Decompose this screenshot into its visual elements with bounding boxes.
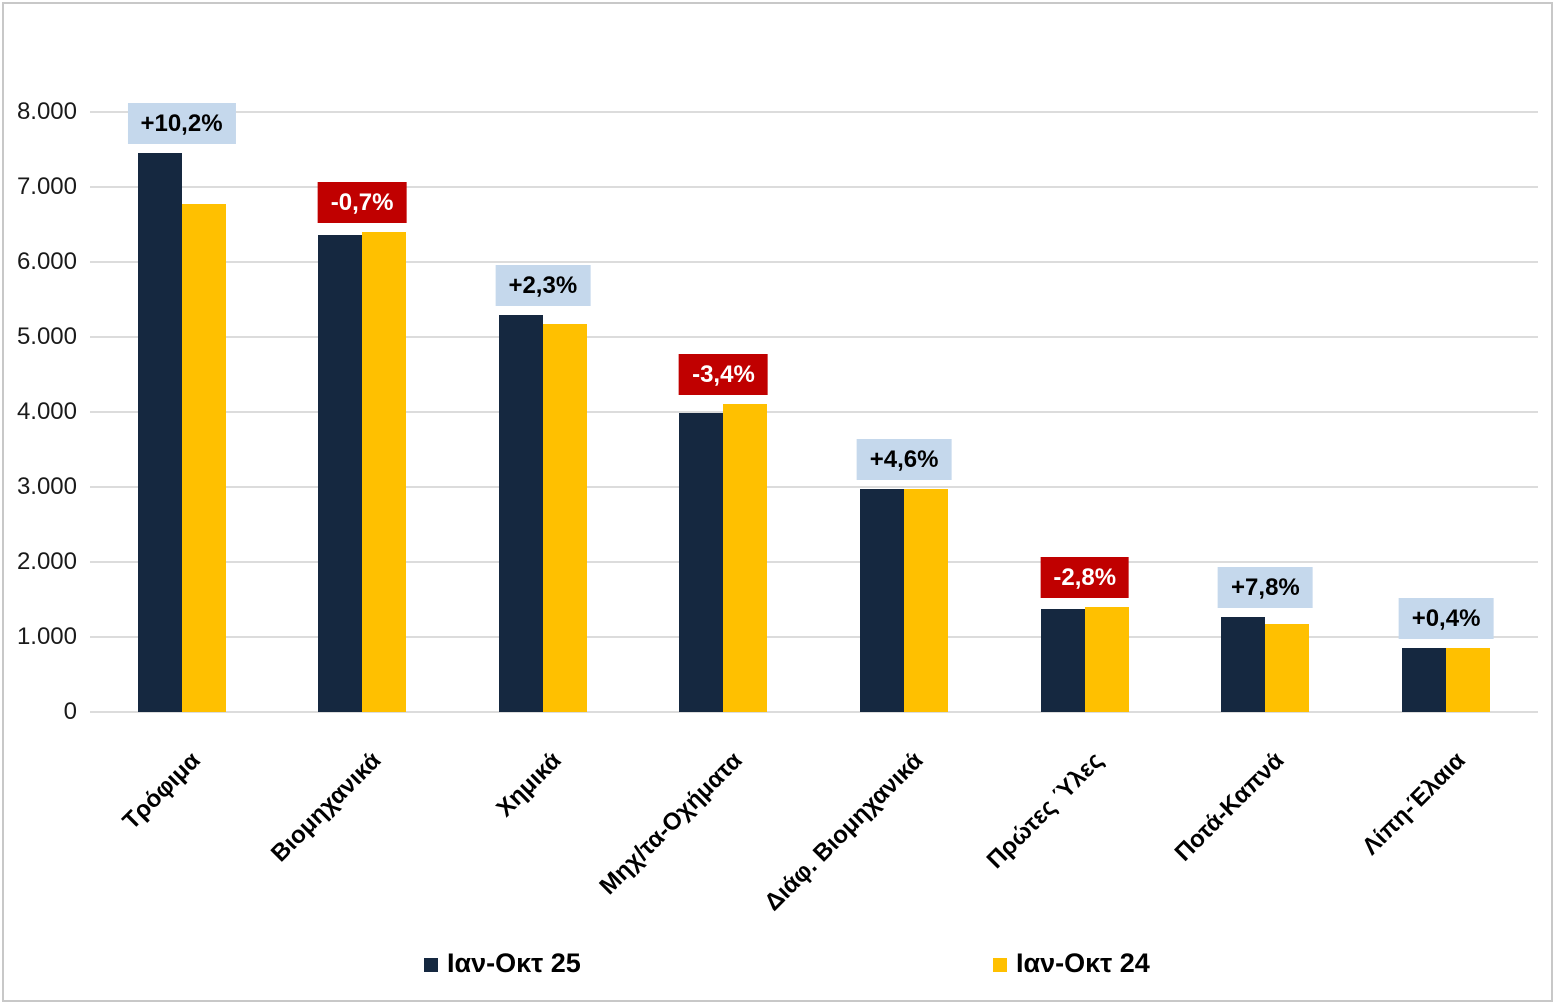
bar-ian-okt-25 — [679, 412, 724, 712]
category-label: Ποτά-Καπνά — [1169, 747, 1290, 867]
bar-ian-okt-25 — [318, 235, 363, 712]
bar-ian-okt-25 — [498, 314, 543, 712]
category-label: Διάφ. Βιομηχανικά — [759, 747, 929, 917]
legend-item-ian-okt-25: Ιαν-Οκτ 25 — [424, 948, 581, 979]
gridline — [90, 111, 1538, 113]
y-axis-tick-label: 7.000 — [16, 173, 77, 200]
legend-label-ian-okt-24: Ιαν-Οκτ 24 — [1016, 948, 1150, 978]
pct-change-label: +4,6% — [856, 438, 952, 480]
gridline — [90, 711, 1538, 713]
pct-change-label: -3,4% — [679, 353, 768, 395]
category-label: Πρώτες Ύλες — [981, 747, 1109, 874]
gridline — [90, 336, 1538, 338]
bar-ian-okt-24 — [362, 231, 407, 712]
bar-ian-okt-24 — [1084, 607, 1129, 712]
pct-change-label: -2,8% — [1040, 557, 1130, 598]
gridline — [90, 486, 1538, 488]
category-label: Λίπη-Έλαια — [1356, 747, 1471, 861]
bar-ian-okt-24 — [1265, 623, 1310, 712]
legend-swatch-ian-okt-25 — [424, 957, 438, 972]
bar-ian-okt-24 — [181, 203, 226, 712]
bar-ian-okt-24 — [723, 403, 768, 712]
category-label: Μηχ/τα-Οχήματα — [594, 747, 748, 900]
gridline — [90, 186, 1538, 188]
bar-ian-okt-25 — [860, 488, 905, 712]
category-label: Χημικά — [491, 747, 567, 823]
pct-change-label: +7,8% — [1218, 567, 1313, 609]
y-axis-tick-label: 8.000 — [16, 98, 77, 125]
legend-item-ian-okt-24: Ιαν-Οκτ 24 — [993, 948, 1150, 979]
legend-swatch-ian-okt-24 — [993, 957, 1007, 972]
legend-label-ian-okt-25: Ιαν-Οκτ 25 — [447, 948, 581, 978]
y-axis-tick-label: 1.000 — [16, 623, 77, 650]
y-axis-tick-label: 4.000 — [16, 398, 77, 425]
y-axis-tick-label: 0 — [63, 698, 77, 725]
bar-ian-okt-25 — [1402, 647, 1447, 712]
y-axis-tick-label: 3.000 — [16, 473, 77, 500]
gridline — [90, 411, 1538, 413]
gridline — [90, 261, 1538, 263]
pct-change-label: +0,4% — [1398, 597, 1494, 639]
bar-ian-okt-24 — [904, 488, 949, 712]
category-label: Τρόφιμα — [117, 747, 206, 836]
pct-change-label: +2,3% — [495, 264, 591, 306]
bar-ian-okt-25 — [137, 152, 182, 712]
bar-ian-okt-25 — [1040, 608, 1085, 712]
bar-ian-okt-24 — [542, 323, 587, 712]
y-axis-tick-label: 5.000 — [16, 323, 77, 350]
pct-change-label: -0,7% — [317, 181, 407, 223]
bar-ian-okt-25 — [1221, 617, 1266, 712]
bar-ian-okt-24 — [1446, 647, 1491, 712]
pct-change-label: +10,2% — [127, 102, 236, 144]
y-axis-tick-label: 2.000 — [16, 548, 77, 575]
y-axis-tick-label: 6.000 — [16, 248, 77, 275]
gridline — [90, 636, 1538, 638]
gridline — [90, 561, 1538, 563]
category-label: Βιομηχανικά — [265, 747, 387, 868]
